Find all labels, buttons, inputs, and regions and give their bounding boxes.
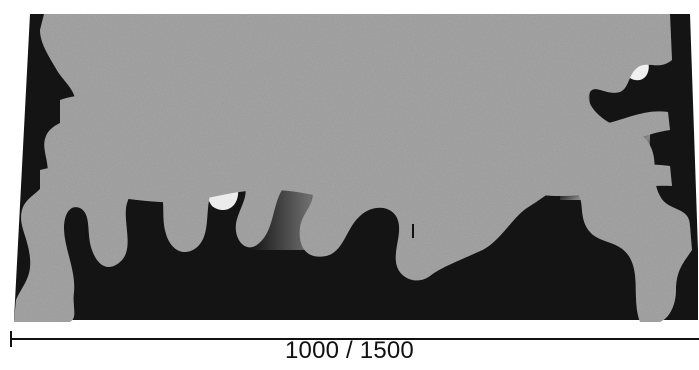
material-bridge [370, 14, 416, 212]
scale-label: 1000 / 1500 [285, 337, 414, 364]
material-bridge [60, 74, 670, 153]
scale-bar [10, 331, 699, 347]
material-bridge [250, 14, 298, 182]
material-layer [14, 14, 692, 322]
material-bridge [520, 14, 560, 192]
material-bridge [40, 154, 672, 203]
